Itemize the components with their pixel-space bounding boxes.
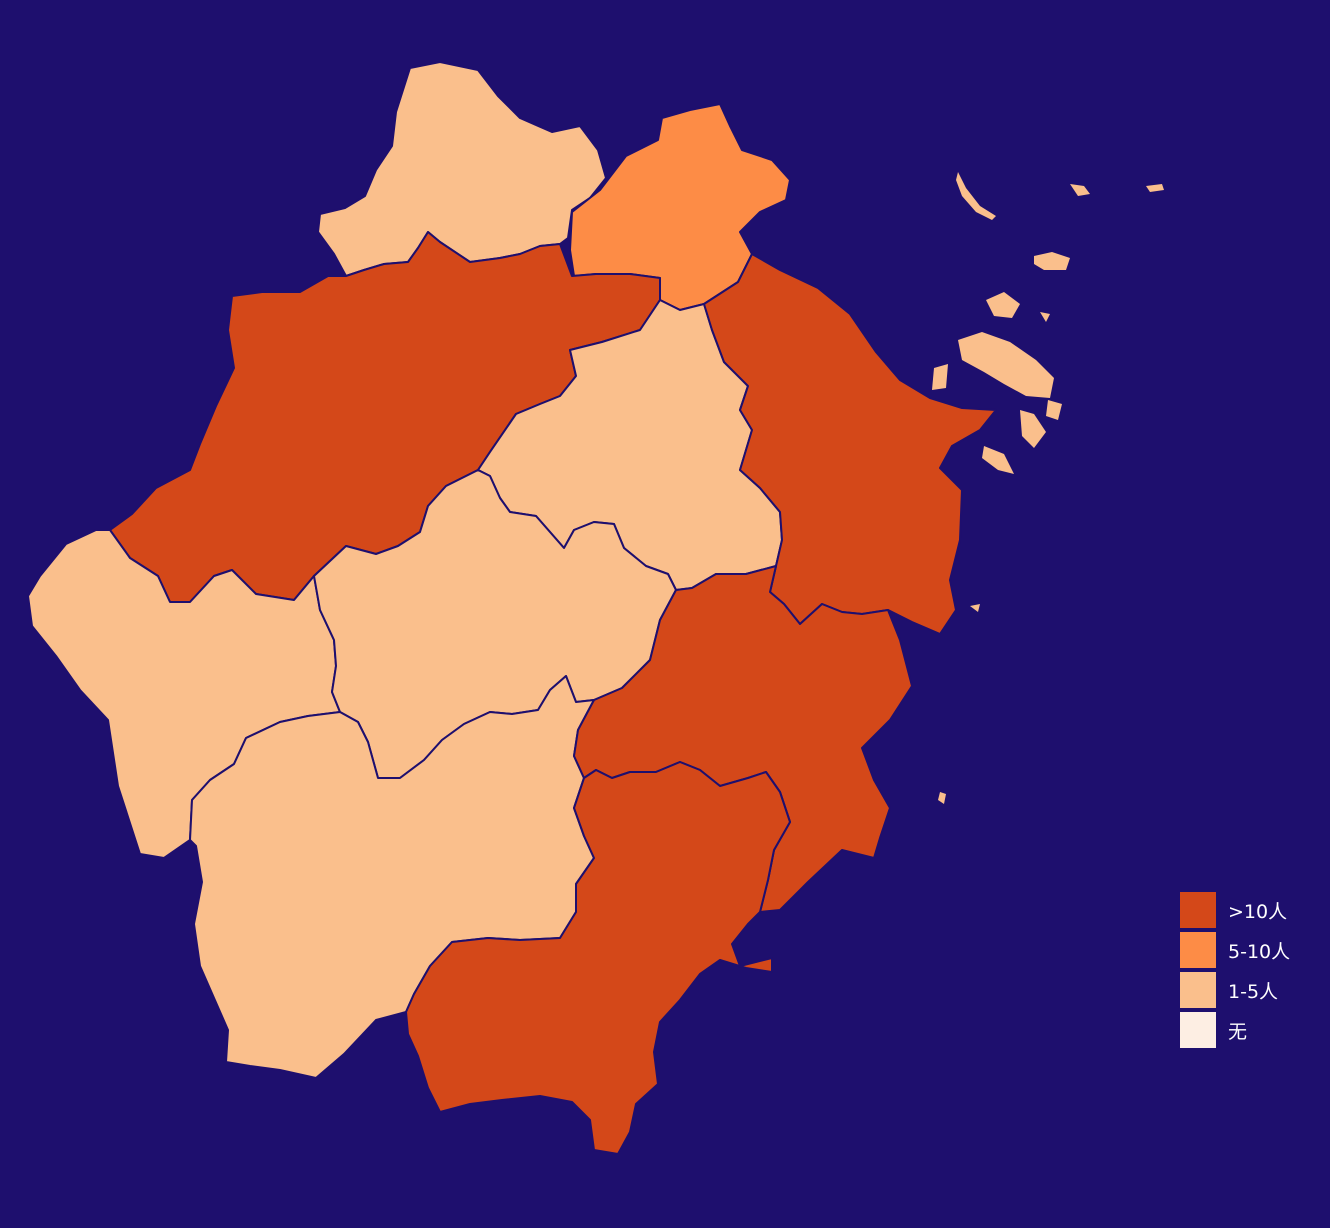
legend-label: 1-5人 <box>1228 980 1279 1003</box>
legend-label: >10人 <box>1228 900 1288 923</box>
legend-label: 5-10人 <box>1228 940 1291 963</box>
legend-label: 无 <box>1228 1020 1248 1043</box>
legend: >10人 5-10人 1-5人 无 <box>1180 892 1310 1052</box>
region-huzhou[interactable] <box>317 61 607 277</box>
legend-swatch <box>1180 892 1216 928</box>
legend-item[interactable]: >10人 <box>1180 892 1310 928</box>
legend-item[interactable]: 5-10人 <box>1180 932 1310 968</box>
legend-item[interactable]: 1-5人 <box>1180 972 1310 1008</box>
legend-swatch <box>1180 932 1216 968</box>
legend-swatch <box>1180 972 1216 1008</box>
legend-item[interactable]: 无 <box>1180 1012 1310 1048</box>
region-zhoushan[interactable] <box>932 172 1164 804</box>
legend-swatch <box>1180 1012 1216 1048</box>
region-wenzhou[interactable] <box>405 761 791 1155</box>
